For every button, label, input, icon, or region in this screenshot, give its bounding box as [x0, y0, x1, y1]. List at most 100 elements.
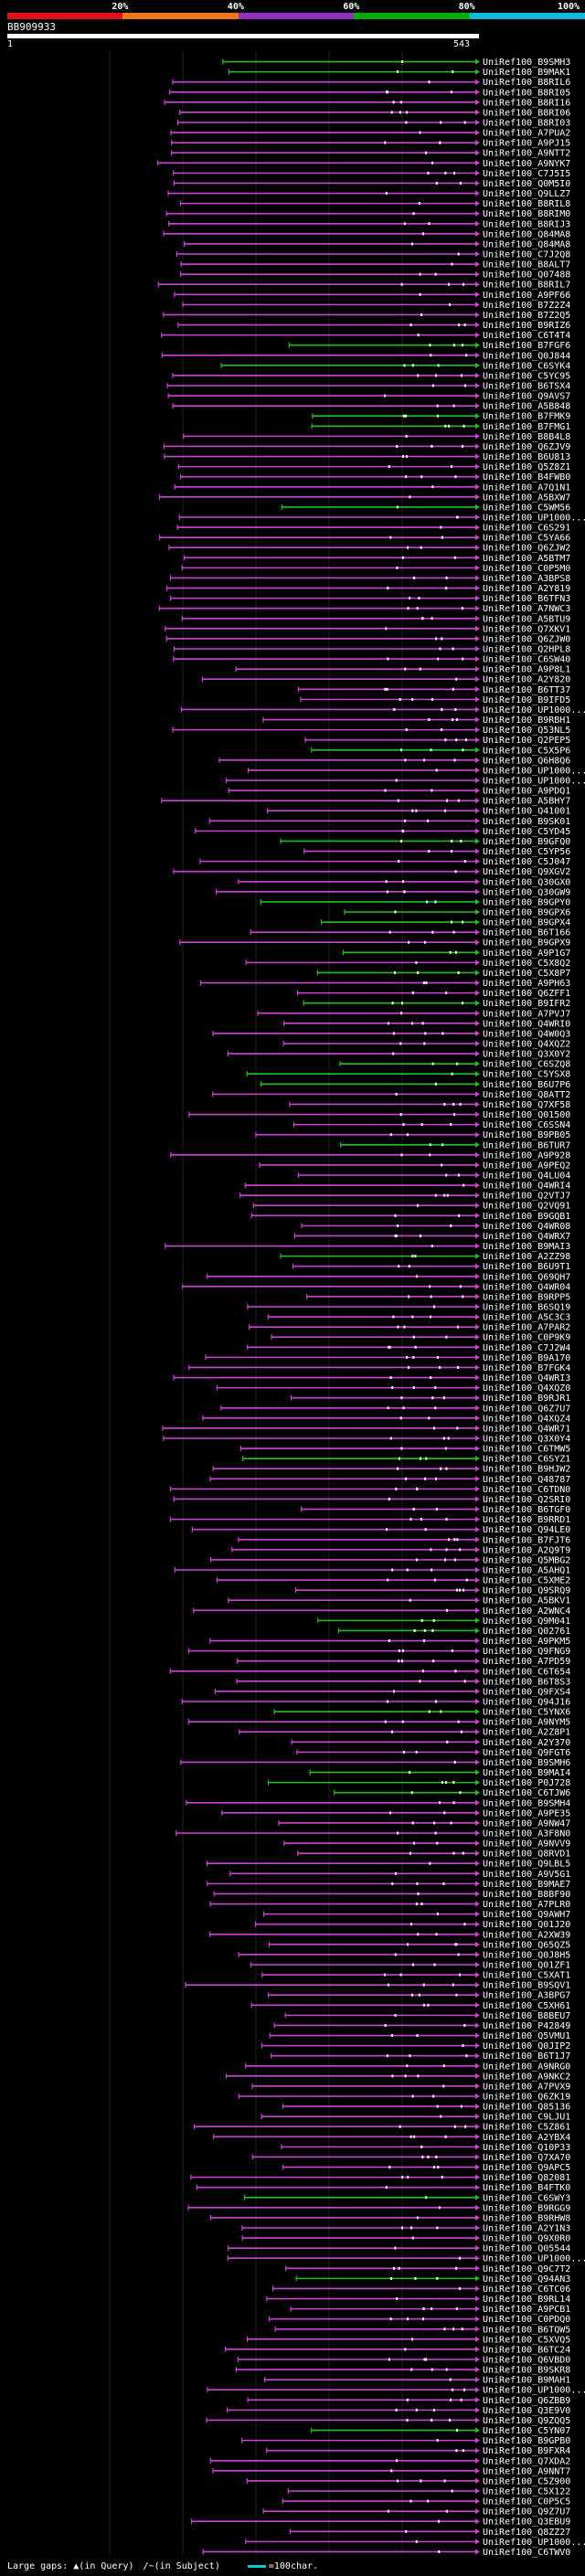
hit-id-label[interactable]: UniRef100_C6SYK4	[483, 361, 570, 371]
hit-id-label[interactable]: UniRef100_B6U813	[483, 452, 570, 462]
hit-id-label[interactable]: UniRef100_A5BXW7	[483, 493, 570, 503]
hit-id-label[interactable]: UniRef100_Q6ZJW2	[483, 544, 570, 554]
hit-id-label[interactable]: UniRef100_Q9X0R0	[483, 2234, 570, 2244]
hit-id-label[interactable]: UniRef100_A2Y819	[483, 584, 570, 594]
hit-id-label[interactable]: UniRef100_Q9FNG9	[483, 1647, 570, 1657]
hit-id-label[interactable]: UniRef100_A2Y820	[483, 675, 570, 685]
hit-id-label[interactable]: UniRef100_Q02761	[483, 1627, 570, 1637]
hit-id-label[interactable]: UniRef100_B8B4L8	[483, 432, 570, 442]
hit-id-label[interactable]: UniRef100_B9GPX9	[483, 938, 570, 949]
hit-id-label[interactable]: UniRef100_B6TQW5	[483, 2325, 570, 2335]
hit-id-label[interactable]: UniRef100_Q4WR08	[483, 1222, 570, 1232]
hit-id-label[interactable]: UniRef100_A5B848	[483, 402, 570, 412]
hit-id-label[interactable]: UniRef100_A9V5G1	[483, 1870, 570, 1880]
hit-id-label[interactable]: UniRef100_B6T166	[483, 928, 570, 938]
hit-id-label[interactable]: UniRef100_C7J2Q8	[483, 250, 570, 260]
hit-id-label[interactable]: UniRef100_B8RIJ3	[483, 219, 570, 229]
hit-id-label[interactable]: UniRef100_Q0M5I0	[483, 179, 570, 189]
hit-id-label[interactable]: UniRef100_Q41001	[483, 807, 570, 817]
hit-id-label[interactable]: UniRef100_Q7XKV1	[483, 624, 570, 634]
hit-id-label[interactable]: UniRef100_Q9SRQ9	[483, 1586, 570, 1596]
hit-id-label[interactable]: UniRef100_A7PD59	[483, 1657, 570, 1667]
hit-id-label[interactable]: UniRef100_Q4WRI4	[483, 1182, 570, 1192]
hit-id-label[interactable]: UniRef100_B9SMH4	[483, 1798, 570, 1808]
hit-id-label[interactable]: UniRef100_C7J2W4	[483, 1343, 570, 1353]
hit-id-label[interactable]: UniRef100_Q7XDA2	[483, 2456, 570, 2466]
hit-id-label[interactable]: UniRef100_C5Z861	[483, 2123, 570, 2133]
hit-id-label[interactable]: UniRef100_Q9XGV2	[483, 867, 570, 877]
hit-id-label[interactable]: UniRef100_A2Z8P1	[483, 1728, 570, 1738]
hit-id-label[interactable]: UniRef100_C6SW40	[483, 655, 570, 665]
hit-id-label[interactable]: UniRef100_C6TC06	[483, 2284, 570, 2295]
hit-id-label[interactable]: UniRef100_B8ALT7	[483, 260, 570, 270]
hit-id-label[interactable]: UniRef100_A9PKM5	[483, 1637, 570, 1647]
hit-id-label[interactable]: UniRef100_B9SMH6	[483, 1758, 570, 1768]
hit-id-label[interactable]: UniRef100_C0P5C5	[483, 2497, 570, 2507]
hit-id-label[interactable]: UniRef100_A2YBX4	[483, 2133, 570, 2143]
hit-id-label[interactable]: UniRef100_B9GPX6	[483, 908, 570, 918]
hit-id-label[interactable]: UniRef100_Q2PEP5	[483, 736, 570, 746]
hit-id-label[interactable]: UniRef100_Q4XQZ0	[483, 1383, 570, 1394]
hit-id-label[interactable]: UniRef100_B9MAE7	[483, 1880, 570, 1890]
hit-id-label[interactable]: UniRef100_Q53NL5	[483, 726, 570, 736]
hit-id-label[interactable]: UniRef100_Q6ZK19	[483, 2093, 570, 2103]
hit-id-label[interactable]: UniRef100_P42849	[483, 2021, 570, 2031]
hit-id-label[interactable]: UniRef100_Q3X0Y4	[483, 1435, 570, 1445]
hit-id-label[interactable]: UniRef100_B9RBH1	[483, 716, 570, 726]
hit-id-label[interactable]: UniRef100_A9PCB1	[483, 2305, 570, 2315]
hit-id-label[interactable]: UniRef100_A9P8L1	[483, 665, 570, 675]
hit-id-label[interactable]: UniRef100_Q6H8Q6	[483, 756, 570, 766]
hit-id-label[interactable]: UniRef100_C0PDQ0	[483, 2315, 570, 2325]
hit-id-label[interactable]: UniRef100_Q2VQ91	[483, 1202, 570, 1212]
hit-id-label[interactable]: UniRef100_B9RIZ6	[483, 321, 570, 331]
hit-id-label[interactable]: UniRef100_A9P928	[483, 1150, 570, 1161]
hit-id-label[interactable]: UniRef100_A3BPS8	[483, 574, 570, 584]
hit-id-label[interactable]: UniRef100_B6T8S3	[483, 1677, 570, 1687]
hit-id-label[interactable]: UniRef100_A2Q9T9	[483, 1545, 570, 1555]
hit-id-label[interactable]: UniRef100_B4FWB0	[483, 472, 570, 482]
hit-id-label[interactable]: UniRef100_Q4XQZ2	[483, 1040, 570, 1050]
hit-id-label[interactable]: UniRef100_Q84MA8	[483, 229, 570, 239]
hit-id-label[interactable]: UniRef100_A7PUA2	[483, 129, 570, 139]
hit-id-label[interactable]: UniRef100_Q01500	[483, 1110, 570, 1120]
hit-id-label[interactable]: UniRef100_A3BPG7	[483, 1991, 570, 2001]
hit-id-label[interactable]: UniRef100_B9MAH1	[483, 2376, 570, 2386]
hit-id-label[interactable]: UniRef100_Q2VTJ7	[483, 1192, 570, 1202]
hit-id-label[interactable]: UniRef100_Q9AWH7	[483, 1910, 570, 1920]
hit-id-label[interactable]: UniRef100_B6U7P6	[483, 1080, 570, 1090]
hit-id-label[interactable]: UniRef100_B7FMG1	[483, 422, 570, 432]
hit-id-label[interactable]: UniRef100_C7J5I5	[483, 169, 570, 179]
hit-id-label[interactable]: UniRef100_C5YC95	[483, 371, 570, 381]
hit-id-label[interactable]: UniRef100_Q9ZQQ5	[483, 2416, 570, 2426]
hit-id-label[interactable]: UniRef100_C6T4T4	[483, 331, 570, 341]
hit-id-label[interactable]: UniRef100_Q9APC5	[483, 2163, 570, 2173]
hit-id-label[interactable]: UniRef100_A9PE35	[483, 1808, 570, 1818]
hit-id-label[interactable]: UniRef100_A5BHY7	[483, 797, 570, 807]
hit-id-label[interactable]: UniRef100_Q6ZBB9	[483, 2396, 570, 2406]
hit-id-label[interactable]: UniRef100_B6TC24	[483, 2345, 570, 2355]
hit-id-label[interactable]: UniRef100_Q2SRI0	[483, 1495, 570, 1505]
hit-id-label[interactable]: UniRef100_C5X122	[483, 2487, 570, 2497]
hit-id-label[interactable]: UniRef100_Q9LLZ7	[483, 189, 570, 199]
hit-id-label[interactable]: UniRef100_Q48787	[483, 1475, 570, 1485]
hit-id-label[interactable]: UniRef100_Q9FGT6	[483, 1748, 570, 1758]
hit-id-label[interactable]: UniRef100_A9NNT7	[483, 2466, 570, 2476]
hit-id-label[interactable]: UniRef100_A2Y1N3	[483, 2224, 570, 2234]
hit-id-label[interactable]: UniRef100_Q3EBU9	[483, 2518, 570, 2528]
hit-id-label[interactable]: UniRef100_C5XAT1	[483, 1971, 570, 1981]
hit-id-label[interactable]: UniRef100_Q4WRI0	[483, 1019, 570, 1029]
hit-id-label[interactable]: UniRef100_C0P9K9	[483, 1333, 570, 1343]
hit-id-label[interactable]: UniRef100_B7Z2Z4	[483, 301, 570, 311]
hit-id-label[interactable]: UniRef100_B7Z2Q5	[483, 311, 570, 321]
hit-id-label[interactable]: UniRef100_Q07488	[483, 270, 570, 281]
hit-id-label[interactable]: UniRef100_B9GPY0	[483, 897, 570, 907]
hit-id-label[interactable]: UniRef100_B6TFN3	[483, 594, 570, 604]
hit-id-label[interactable]: UniRef100_A9P1G7	[483, 949, 570, 959]
hit-id-label[interactable]: UniRef100_B9SMH3	[483, 58, 570, 68]
hit-id-label[interactable]: UniRef100_B8RI05	[483, 88, 570, 98]
hit-id-label[interactable]: UniRef100_A2XW39	[483, 1930, 570, 1940]
hit-id-label[interactable]: UniRef100_B9RL14	[483, 2295, 570, 2305]
hit-id-label[interactable]: UniRef100_B8RI16	[483, 98, 570, 108]
hit-id-label[interactable]: UniRef100_B9FXR4	[483, 2446, 570, 2456]
hit-id-label[interactable]: UniRef100_C6T654	[483, 1667, 570, 1677]
